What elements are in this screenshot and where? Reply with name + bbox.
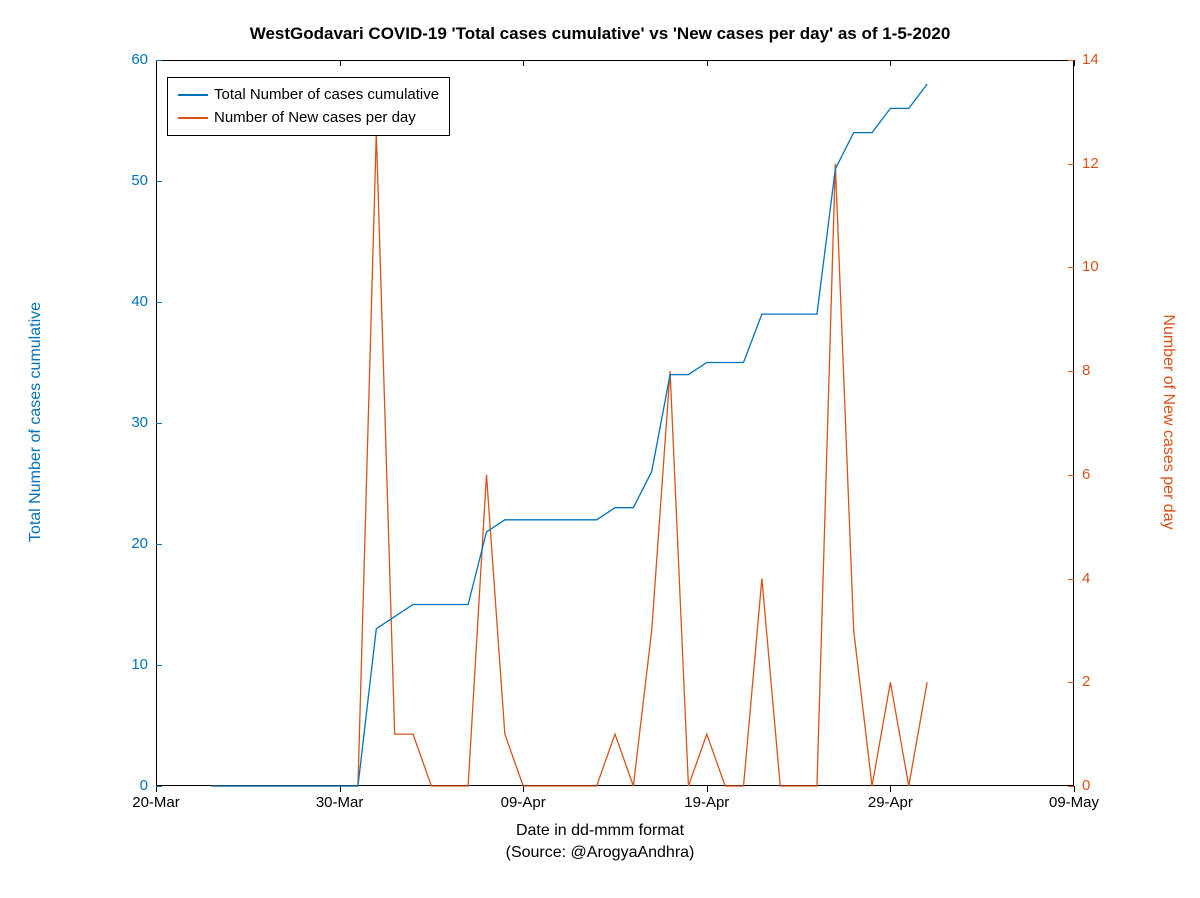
legend-item: Total Number of cases cumulative (178, 84, 439, 107)
legend-label: Total Number of cases cumulative (214, 84, 439, 107)
legend-swatch (178, 94, 208, 96)
legend-label: Number of New cases per day (214, 107, 416, 130)
legend-box: Total Number of cases cumulative Number … (167, 77, 450, 136)
series-new-cases-line (211, 133, 927, 786)
chart-container: WestGodavari COVID-19 'Total cases cumul… (0, 0, 1200, 898)
legend-swatch (178, 117, 208, 119)
legend-item: Number of New cases per day (178, 107, 439, 130)
